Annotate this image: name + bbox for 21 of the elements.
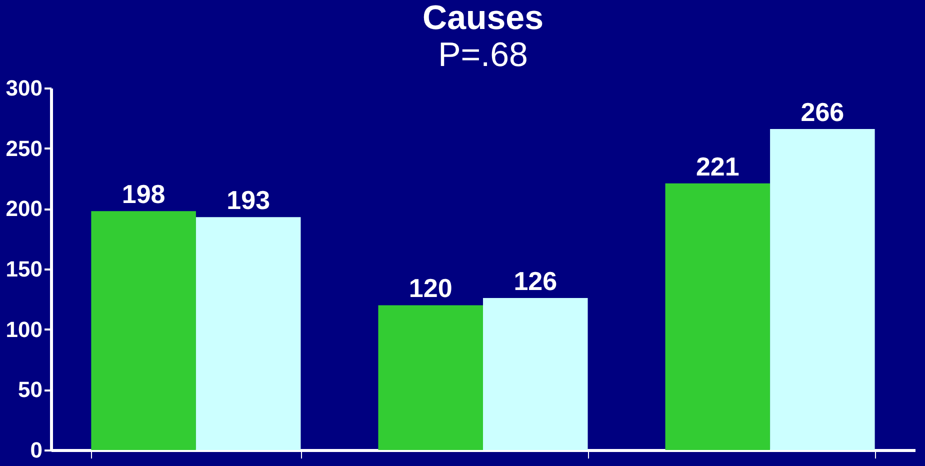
bar — [483, 298, 588, 450]
data-label: 266 — [800, 97, 844, 128]
chart-title: Causes — [422, 0, 544, 37]
data-label: 198 — [122, 179, 166, 210]
bar — [91, 211, 196, 450]
data-label: 193 — [226, 185, 270, 216]
y-tick-label: 200 — [6, 196, 42, 222]
bar — [378, 305, 483, 450]
bar — [770, 129, 875, 450]
data-label: 120 — [408, 273, 452, 304]
y-tick-label: 100 — [6, 316, 42, 342]
y-tick-label: 250 — [6, 136, 42, 161]
chart-subtitle: P=.68 — [438, 36, 528, 74]
data-label: 126 — [514, 266, 558, 296]
data-label: 221 — [696, 151, 740, 182]
y-tick-label: 150 — [6, 256, 42, 282]
bar — [196, 217, 301, 450]
y-tick-label: 50 — [18, 377, 42, 402]
y-tick-label: 0 — [30, 438, 42, 462]
bar — [665, 183, 770, 450]
y-tick-label: 300 — [6, 76, 42, 100]
